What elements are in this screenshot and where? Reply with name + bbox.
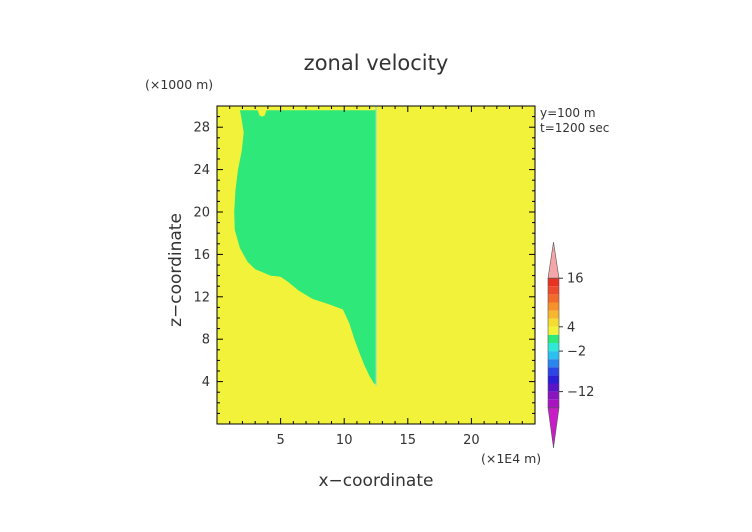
x-axis-ticks: 5 10 15 20 <box>216 106 536 448</box>
colorbar-band <box>548 383 559 392</box>
colorbar-band <box>548 286 559 295</box>
colorbar-band <box>548 334 559 343</box>
y-tick-label: 12 <box>193 290 210 305</box>
y-axis-ticks: 4 8 12 16 20 24 28 <box>193 105 535 425</box>
x-axis-label: x−coordinate <box>319 471 434 491</box>
colorbar-band <box>548 318 559 327</box>
colorbar-tick-label: 4 <box>567 320 575 335</box>
colorbar-top-arrow <box>547 241 560 279</box>
x-tick-label: 5 <box>276 433 284 448</box>
left-green-region <box>234 110 376 384</box>
colorbar-band <box>548 375 559 384</box>
y-axis-label: z−coordinate <box>166 213 186 327</box>
y-tick-label: 4 <box>202 375 210 390</box>
heatmap-plot-area: 5 10 15 20 4 8 12 16 20 24 28 <box>193 105 536 448</box>
x-tick-label: 10 <box>336 433 353 448</box>
y-unit-label: (×1000 m) <box>145 77 213 92</box>
colorbar-band <box>548 367 559 376</box>
x-unit-label: (×1E4 m) <box>481 451 541 466</box>
x-tick-label: 15 <box>400 433 417 448</box>
y-tick-label: 8 <box>202 333 210 348</box>
chart-title: zonal velocity <box>304 51 449 75</box>
colorbar-band <box>548 326 559 335</box>
colorbar-band <box>548 310 559 319</box>
info-depth: y=100 m <box>540 106 596 120</box>
colorbar-band <box>548 399 559 408</box>
colorbar-band <box>548 343 559 352</box>
colorbar: 16 4 −2 −12 <box>547 241 594 449</box>
colorbar-band <box>548 351 559 360</box>
colorbar-tick-label: −12 <box>567 385 594 400</box>
colorbar-band <box>548 278 559 287</box>
y-tick-label: 20 <box>193 206 210 221</box>
x-tick-label: 20 <box>463 433 480 448</box>
colorbar-band <box>548 302 559 311</box>
colorbar-tick-label: −2 <box>567 345 586 360</box>
colorbar-band <box>548 391 559 400</box>
colorbar-band <box>548 294 559 303</box>
colorbar-band <box>548 359 559 368</box>
y-tick-label: 28 <box>193 121 210 136</box>
y-tick-label: 16 <box>193 248 210 263</box>
colorbar-tick-label: 16 <box>567 272 584 287</box>
right-yellow-region <box>376 110 530 424</box>
colorbar-frame <box>547 277 560 409</box>
colorbar-bottom-arrow <box>547 407 560 449</box>
info-time: t=1200 sec <box>540 121 609 135</box>
y-tick-label: 24 <box>193 163 210 178</box>
